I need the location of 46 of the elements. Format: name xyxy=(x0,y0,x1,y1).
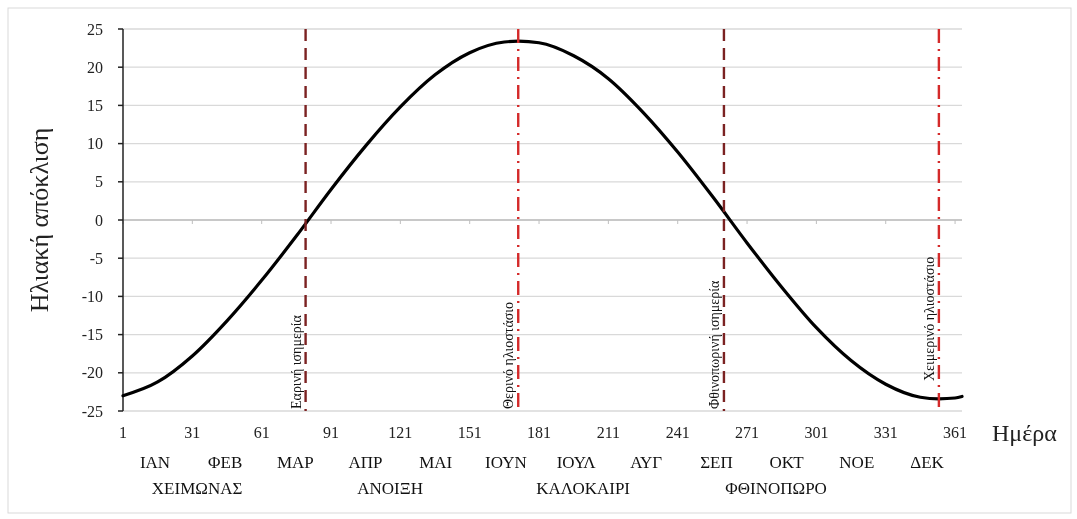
x-tick-label: 181 xyxy=(527,424,552,441)
y-tick-label: -5 xyxy=(89,249,103,267)
x-tick-label: 361 xyxy=(943,424,968,441)
y-tick-label: -20 xyxy=(81,364,103,382)
y-tick-label: -15 xyxy=(81,326,103,344)
y-tick-label: 20 xyxy=(87,58,103,76)
y-tick-label: 25 xyxy=(87,20,103,38)
text: ΜΑΙ xyxy=(419,453,453,472)
text: ΣΕΠ xyxy=(700,453,733,472)
text: ΙΟΥΛ xyxy=(556,453,597,472)
y-tick-label: 5 xyxy=(95,173,103,191)
y-tick-label: -25 xyxy=(81,402,103,420)
x-tick-label: 31 xyxy=(184,424,201,441)
ref-line-label: Εαρινή ισημερία xyxy=(288,314,304,409)
y-tick-label: 0 xyxy=(95,211,103,229)
x-tick-label: 241 xyxy=(665,424,690,441)
text: ΦΕΒ xyxy=(208,453,243,472)
x-tick-label: 151 xyxy=(457,424,482,441)
ref-line-label: Θερινό ηλιοστάσιο xyxy=(501,301,517,409)
y-tick-label: 10 xyxy=(87,135,103,153)
text: ΧΕΙΜΩΝΑΣ xyxy=(151,479,243,498)
text: ΜΑΡ xyxy=(276,453,314,472)
x-tick-label: 301 xyxy=(804,424,829,441)
x-tick-label: 121 xyxy=(388,424,413,441)
text: ΝΟΕ xyxy=(839,453,875,472)
x-tick-label: 91 xyxy=(323,424,340,441)
y-axis-title: Ηλιακή απόκλιση xyxy=(25,127,54,313)
text: ΙΟΥΝ xyxy=(485,453,527,472)
text: ΦΘΙΝΟΠΩΡΟ xyxy=(725,479,827,498)
ref-line-label: Φθινοπωρινή ισημερία xyxy=(706,280,722,409)
x-tick-label: 1 xyxy=(119,424,127,441)
x-axis-title: Ημέρα xyxy=(992,420,1058,446)
x-tick-label: 271 xyxy=(735,424,760,441)
text: ΔΕΚ xyxy=(910,453,945,472)
text: ΙΑΝ xyxy=(139,453,171,472)
text: ΑΝΟΙΞΗ xyxy=(357,479,423,498)
text: ΑΠΡ xyxy=(348,453,383,472)
x-tick-label: 211 xyxy=(596,424,621,441)
y-tick-label: -10 xyxy=(81,288,103,305)
text: ΑΥΓ xyxy=(630,453,663,472)
x-tick-label: 331 xyxy=(873,424,898,441)
y-tick-label: 15 xyxy=(87,97,103,114)
text: ΟΚΤ xyxy=(769,453,805,472)
x-tick-label: 61 xyxy=(253,424,270,441)
ref-line-label: Χειμερινό ηλιοστάσιο xyxy=(921,256,937,381)
text: ΚΑΛΟΚΑΙΡΙ xyxy=(536,479,631,498)
